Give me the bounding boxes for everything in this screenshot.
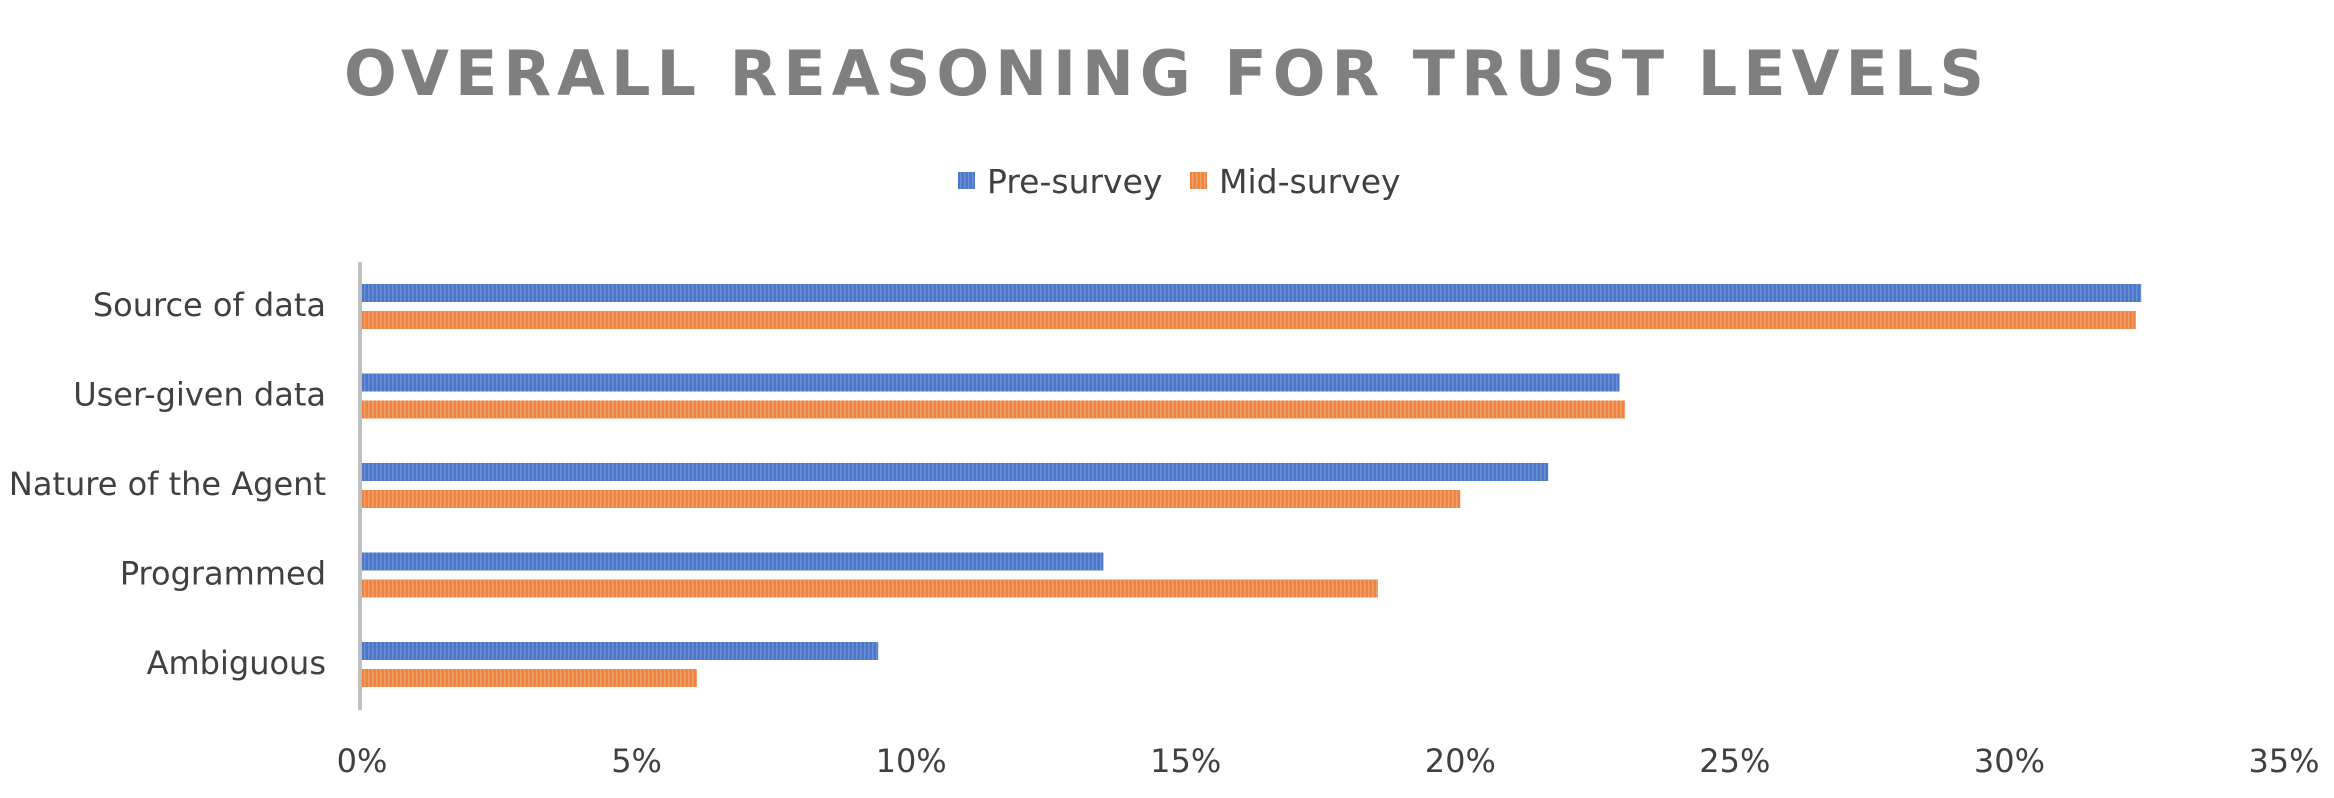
bar-mid-survey-nature-of-the-agent xyxy=(362,490,1461,508)
category-label-nature-of-the-agent: Nature of the Agent xyxy=(9,465,326,503)
chart-title: OVERALL REASONING FOR TRUST LEVELS xyxy=(344,37,1990,110)
legend-item-mid-survey: Mid-survey xyxy=(1190,162,1401,201)
x-tick-label-20: 20% xyxy=(1425,742,1496,780)
legend-item-pre-survey: Pre-survey xyxy=(958,162,1162,201)
category-label-source-of-data: Source of data xyxy=(93,286,326,324)
x-axis-tick-labels: 0% 5% 10% 15% 20% 25% 30% 35% xyxy=(337,742,2320,780)
legend-label-mid-survey: Mid-survey xyxy=(1219,162,1401,201)
bar-mid-survey-programmed xyxy=(362,579,1378,598)
category-label-ambiguous: Ambiguous xyxy=(147,644,326,682)
bar-pre-survey-nature-of-the-agent xyxy=(362,463,1549,481)
legend-swatch-mid-survey xyxy=(1190,172,1207,189)
legend: Pre-survey Mid-survey xyxy=(958,162,1401,201)
x-tick-label-15: 15% xyxy=(1150,742,1221,780)
bar-mid-survey-source-of-data xyxy=(362,311,2136,329)
legend-swatch-pre-survey xyxy=(958,172,975,189)
bar-pre-survey-source-of-data xyxy=(362,284,2142,302)
x-tick-label-10: 10% xyxy=(876,742,947,780)
x-tick-label-35: 35% xyxy=(2248,742,2319,780)
bar-pre-survey-ambiguous xyxy=(362,642,879,660)
bar-pre-survey-user-given-data xyxy=(362,373,1620,392)
bar-mid-survey-user-given-data xyxy=(362,400,1626,419)
x-tick-label-30: 30% xyxy=(1974,742,2045,780)
bars xyxy=(362,284,2142,687)
category-label-programmed: Programmed xyxy=(120,555,326,593)
bar-mid-survey-ambiguous xyxy=(362,669,697,687)
bar-pre-survey-programmed xyxy=(362,552,1104,571)
category-label-user-given-data: User-given data xyxy=(73,376,326,414)
x-tick-label-25: 25% xyxy=(1699,742,1770,780)
x-tick-label-0: 0% xyxy=(337,742,388,780)
category-labels: Source of data User-given data Nature of t… xyxy=(9,286,326,682)
x-tick-label-5: 5% xyxy=(611,742,662,780)
legend-label-pre-survey: Pre-survey xyxy=(987,162,1162,201)
